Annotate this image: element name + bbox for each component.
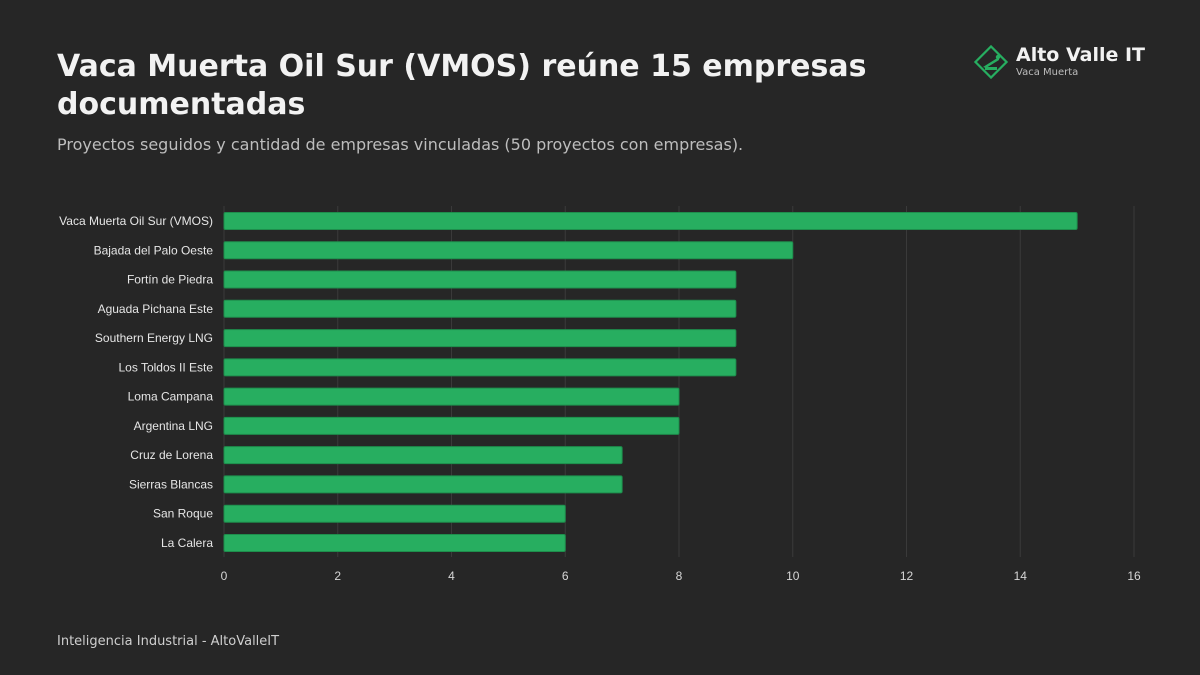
category-label: Southern Energy LNG [95,331,213,345]
x-tick-label: 8 [676,569,683,583]
x-tick-label: 10 [786,569,800,583]
x-tick-label: 2 [334,569,341,583]
bar [223,533,566,552]
category-label: Vaca Muerta Oil Sur (VMOS) [59,214,213,228]
oil-pump-diamond-icon [974,44,1008,79]
category-label-layer: Vaca Muerta Oil Sur (VMOS) Bajada del Pal… [59,214,213,550]
bar [223,270,737,289]
x-tick-layer: 0 2 4 6 8 10 12 14 16 [221,569,1141,583]
category-label: Los Toldos II Este [119,360,214,374]
brand-subtitle: Vaca Muerta [1016,67,1079,78]
category-label: La Calera [161,536,213,550]
category-label: Bajada del Palo Oeste [94,243,214,257]
x-tick-label: 6 [562,569,569,583]
grid-layer [223,206,1135,557]
bar [223,299,737,318]
x-tick-label: 0 [221,569,228,583]
chart-title: Vaca Muerta Oil Sur (VMOS) reúne 15 empr… [57,49,867,122]
x-tick-label: 16 [1127,569,1141,583]
category-label: Cruz de Lorena [130,448,213,462]
category-label: Loma Campana [128,390,214,404]
x-tick-label: 12 [900,569,914,583]
bar [223,329,737,348]
bar [223,416,680,435]
category-label: Argentina LNG [134,419,213,433]
category-label: San Roque [153,507,213,521]
category-label: Sierras Blancas [129,477,213,491]
x-tick-label: 4 [448,569,455,583]
brand-logo: Alto Valle IT Vaca Muerta [974,44,1145,79]
bar-layer [223,212,1078,552]
brand-name: Alto Valle IT [1016,44,1146,66]
bar [223,387,680,406]
chart-subtitle: Proyectos seguidos y cantidad de empresa… [57,135,744,154]
bar [223,358,737,377]
bar [223,475,623,494]
bar [223,446,623,465]
category-label: Fortín de Piedra [127,273,213,287]
footer-credit: Inteligencia Industrial - AltoValleIT [57,634,280,649]
bar [223,504,566,523]
category-label: Aguada Pichana Este [98,302,214,316]
bar [223,212,1078,230]
x-tick-label: 14 [1014,569,1028,583]
bar [223,241,794,260]
